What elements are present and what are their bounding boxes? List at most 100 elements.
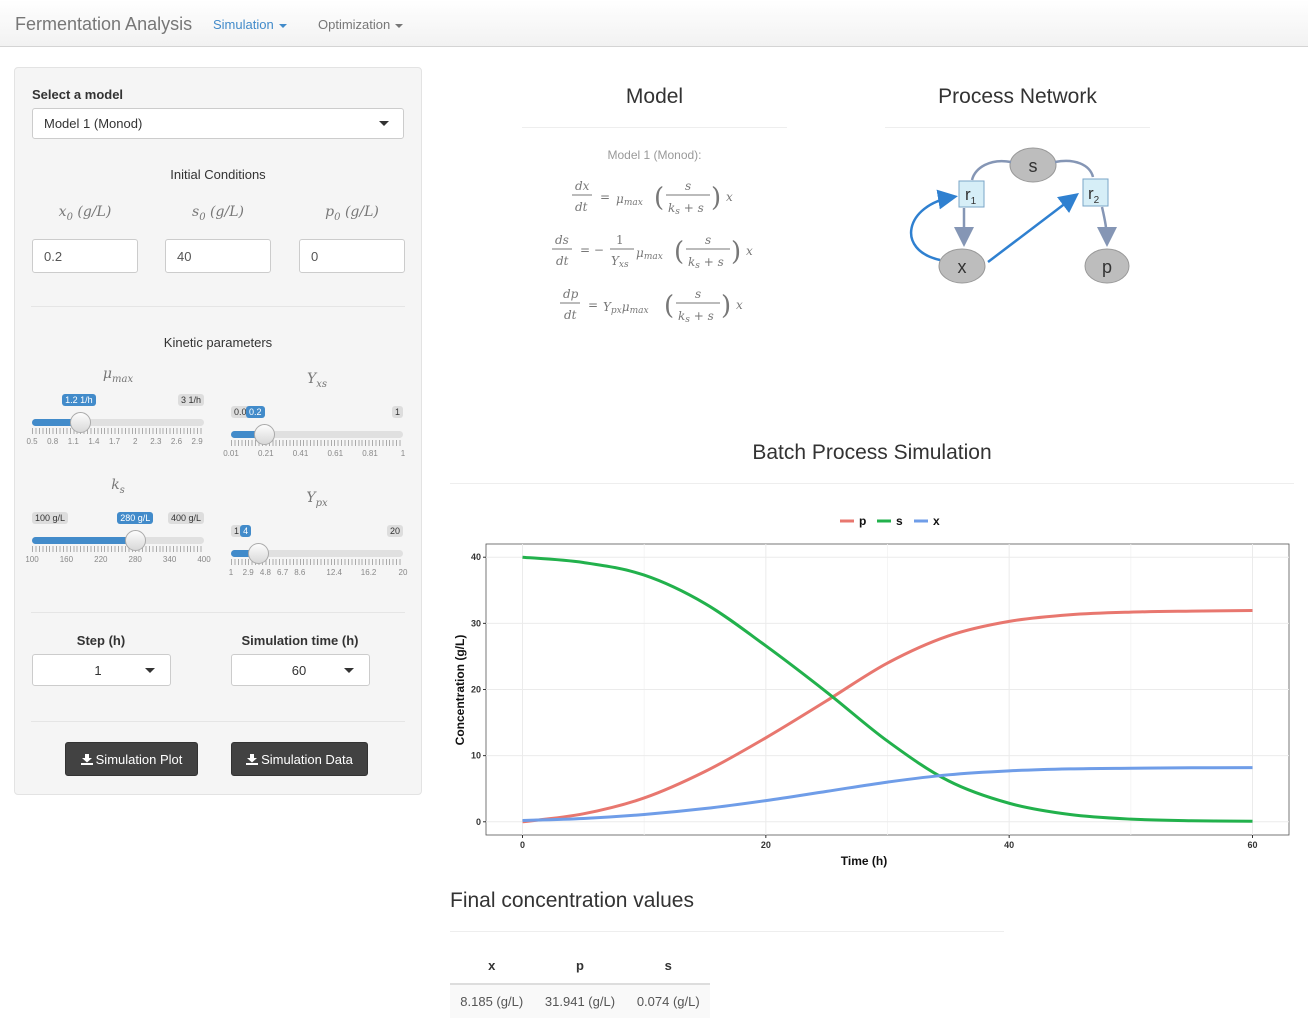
slider-tick-label: 340	[162, 555, 177, 564]
y-tick-label: 40	[471, 552, 481, 562]
svg-text:Ypxμmax: Ypxμmax	[603, 300, 649, 316]
slider-handle[interactable]	[248, 543, 270, 564]
slider-tick-label: 0.81	[362, 449, 378, 458]
simulation-time-value: 60	[291, 663, 307, 678]
table-cell: 8.185 (g/L)	[450, 984, 534, 1018]
process-network-diagram: s x p r1 r2	[909, 147, 1130, 284]
app-brand[interactable]: Fermentation Analysis	[15, 14, 193, 34]
mumax-label: μmax	[102, 366, 134, 385]
simulation-chart: p s x 0 20 40 60 0 10 20 30 40 Time (h) Concentrat…	[453, 514, 1290, 868]
slider-max-label: 3 1/h	[177, 394, 204, 406]
slider-tick-labels: 100 160 220 280 340 400	[25, 555, 210, 565]
slider-tick-label: 0.01	[223, 449, 239, 458]
s0-input[interactable]: 40	[165, 239, 271, 273]
svg-text:s: s	[685, 179, 691, 193]
table-cell: 0.074 (g/L)	[626, 984, 710, 1018]
ypx-slider[interactable]: 1 20 4 1 2.9 4.8 6.7 8.6 12.4 16.2 20	[229, 525, 407, 588]
edge-x-r2	[987, 192, 1079, 263]
node-s	[1009, 147, 1057, 183]
network-title: Process Network	[938, 85, 1097, 108]
edge-s-r1	[970, 159, 1012, 181]
ks-slider[interactable]: 100 g/L 400 g/L 280 g/L 100 160 220 280 340 4…	[25, 512, 211, 575]
step-label: Step (h)	[76, 633, 126, 648]
slider-ticks	[231, 440, 403, 446]
slider-tick-label: 8.6	[294, 568, 306, 577]
legend-label-x: x	[933, 514, 940, 528]
slider-tick-label: 2.6	[170, 437, 183, 446]
download-icon	[80, 754, 93, 765]
svg-text:(: (	[664, 291, 674, 321]
node-r2-label: r2	[1088, 184, 1100, 206]
slider-tick-label: 0.21	[257, 449, 274, 458]
svg-text:=: =	[588, 298, 598, 312]
step-select[interactable]: 1	[32, 654, 171, 686]
caret-down-icon	[278, 23, 287, 28]
p0-label: p0 (g/L)	[325, 204, 379, 223]
slider-fill	[231, 550, 259, 557]
edge-s-r2	[1054, 159, 1095, 178]
slider-tick-label: 0.61	[327, 449, 344, 458]
slider-tick-label: 280	[128, 555, 142, 564]
svg-text:ks + s: ks + s	[668, 201, 704, 217]
model-select[interactable]: Model 1 (Monod)	[32, 108, 404, 139]
slider-tick-labels: 0.5 0.8 1.1 1.4 1.7 2 2.3 2.6 2.9	[26, 437, 204, 447]
ypx-label: Ypx	[306, 490, 328, 509]
simulation-plot-label: Simulation Plot	[95, 752, 183, 767]
table-cell: 31.941 (g/L)	[533, 984, 627, 1018]
svg-text:ks + s: ks + s	[678, 309, 714, 325]
table-header: x	[450, 948, 534, 985]
yxs-slider[interactable]: 0.01 1 0.2 0.01 0.21 0.41 0.61 0.81 1	[223, 406, 405, 469]
slider-tick-label: 12.4	[326, 568, 342, 577]
simulation-time-label: Simulation time (h)	[241, 633, 359, 648]
caret-down-icon	[395, 23, 404, 28]
slider-tick-label: 1.1	[67, 437, 79, 446]
simulation-title: Batch Process Simulation	[752, 441, 992, 464]
svg-text:ks + s: ks + s	[688, 255, 724, 271]
slider-tick-label: 1.4	[88, 437, 100, 446]
series-line-p	[522, 609, 1253, 824]
svg-text:): )	[711, 183, 721, 213]
slider-handle[interactable]	[70, 412, 92, 433]
slider-min-label: 1	[231, 525, 243, 537]
simulation-plot-button[interactable]: Simulation Plot	[65, 742, 198, 776]
x0-input[interactable]: 0.2	[32, 239, 138, 273]
sidebar-panel: Select a model Model 1 (Monod) Initial C…	[14, 67, 422, 795]
slider-tick-label: 6.7	[277, 568, 289, 577]
node-x-label: x	[958, 257, 967, 277]
svg-text:1: 1	[616, 233, 624, 247]
svg-text:ds: ds	[555, 233, 569, 247]
svg-text:=: =	[600, 190, 610, 204]
slider-fill	[32, 537, 136, 544]
nav-menu-optimization[interactable]: Optimization	[318, 17, 404, 32]
svg-text:dt: dt	[564, 308, 577, 322]
nav-menu-simulation[interactable]: Simulation	[213, 17, 287, 32]
slider-tick-label: 4.8	[259, 568, 271, 577]
slider-handle[interactable]	[125, 530, 147, 551]
node-s-label: s	[1029, 156, 1038, 176]
simulation-data-button[interactable]: Simulation Data	[231, 742, 368, 776]
simulation-time-select[interactable]: 60	[231, 654, 370, 686]
y-tick-label: 0	[476, 817, 481, 827]
svg-text:x: x	[736, 298, 743, 312]
chart-series	[522, 555, 1253, 824]
slider-track	[32, 419, 204, 426]
nav-menu-optimization-label: Optimization	[318, 17, 391, 32]
step-select-value: 1	[94, 663, 102, 678]
slider-max-label: 400 g/L	[167, 512, 204, 524]
svg-text:x: x	[746, 244, 753, 258]
x-tick-label: 40	[1004, 840, 1014, 850]
slider-value-label: 280 g/L	[117, 512, 154, 524]
legend-label-s: s	[896, 514, 903, 528]
slider-handle[interactable]	[254, 424, 275, 445]
legend-label-p: p	[859, 514, 866, 528]
p0-input[interactable]: 0	[299, 239, 405, 273]
mumax-slider[interactable]: 3 1/h 1.2 1/h 0.5 0.8 1.1 1.4 1.7 2 2.3 2.6 2.9	[26, 394, 204, 457]
chevron-down-icon	[145, 668, 155, 673]
node-r2	[1082, 178, 1109, 207]
svg-text:(: (	[674, 237, 684, 267]
yxs-label: Yxs	[306, 371, 328, 390]
nav-menu-simulation-label: Simulation	[213, 17, 274, 32]
x-tick-label: 60	[1247, 840, 1257, 850]
